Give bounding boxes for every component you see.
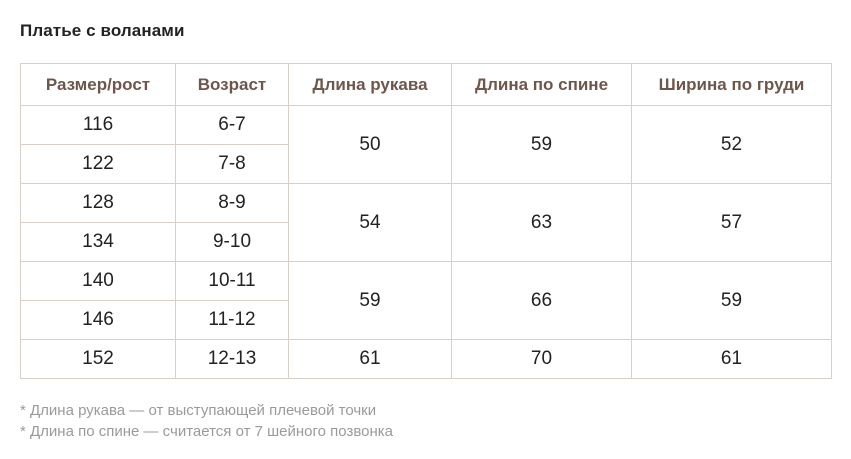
footnote-back-length: * Длина по спине — считается от 7 шейног… [20,423,394,440]
footnotes: * Длина рукава — от выступающей плечевой… [20,400,393,442]
cell-age: 10-11 [175,261,289,301]
header-sleeve-length: Длина рукава [288,63,452,106]
cell-size: 134 [20,222,176,262]
cell-size: 116 [20,105,176,145]
cell-chest-width: 61 [631,339,832,379]
table-row: 116 6-7 50 59 52 [20,105,832,184]
cell-age: 12-13 [175,339,289,379]
header-chest-width: Ширина по груди [631,63,832,106]
cell-back-length: 63 [451,183,632,262]
cell-chest-width: 52 [631,105,832,184]
cell-size: 128 [20,183,176,223]
table-header-row: Размер/рост Возраст Длина рукава Длина п… [20,63,832,106]
cell-size: 122 [20,144,176,184]
cell-age: 11-12 [175,300,289,340]
cell-size: 146 [20,300,176,340]
table-row: 140 10-11 59 66 59 [20,261,832,340]
cell-back-length: 70 [451,339,632,379]
cell-age: 7-8 [175,144,289,184]
cell-back-length: 66 [451,261,632,340]
cell-back-length: 59 [451,105,632,184]
header-age: Возраст [175,63,289,106]
cell-age: 9-10 [175,222,289,262]
table-row: 152 12-13 61 70 61 [20,339,832,379]
cell-sleeve-length: 59 [288,261,452,340]
table-row: 134 9-10 [20,222,832,262]
cell-age: 8-9 [175,183,289,223]
cell-size: 140 [20,261,176,301]
cell-size: 152 [20,339,176,379]
cell-chest-width: 57 [631,183,832,262]
table-row: 146 11-12 [20,300,832,340]
cell-sleeve-length: 50 [288,105,452,184]
cell-sleeve-length: 54 [288,183,452,262]
size-table: Размер/рост Возраст Длина рукава Длина п… [20,63,832,379]
cell-chest-width: 59 [631,261,832,340]
table-row: 128 8-9 54 63 57 [20,183,832,262]
header-back-length: Длина по спине [451,63,632,106]
footnote-sleeve-length: * Длина рукава — от выступающей плечевой… [20,402,377,419]
cell-sleeve-length: 61 [288,339,452,379]
cell-age: 6-7 [175,105,289,145]
header-size-height: Размер/рост [20,63,176,106]
page-title: Платье с воланами [20,21,185,40]
table-row: 122 7-8 [20,144,832,184]
